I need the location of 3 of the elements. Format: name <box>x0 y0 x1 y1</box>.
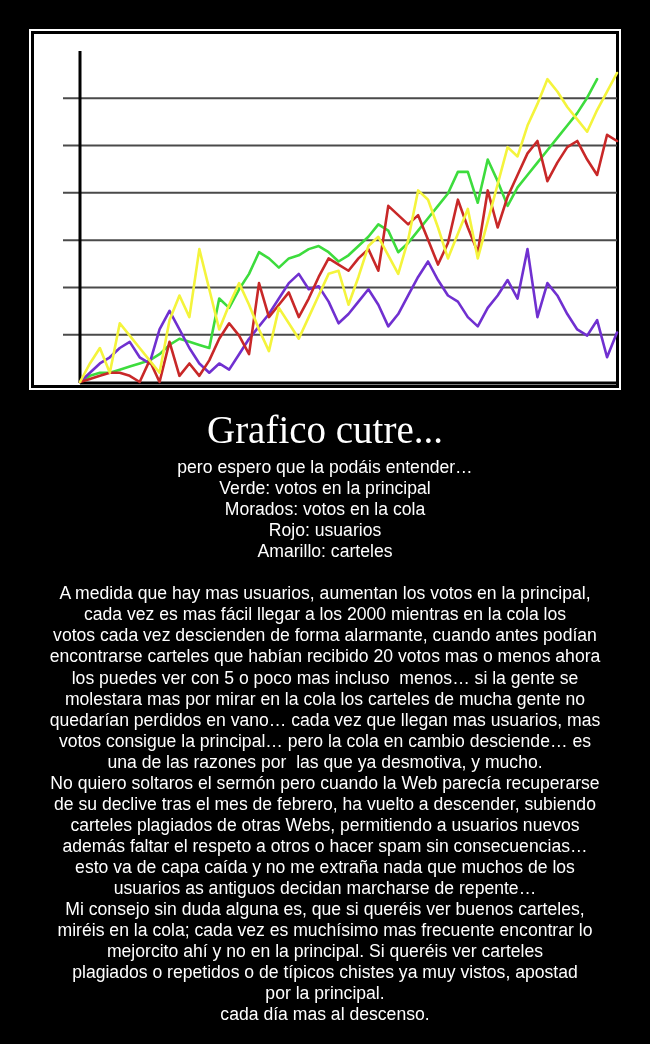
text: A medida que hay mas usuarios, aumentan los votos en la principal, cada vez es mas fácil llegar a los 2000 mientras en la cola los votos cada vez descienden de forma alarmante, cuando antes podían encontrarse carteles que habían recibido 20 votos mas o menos ahora los puedes ver con 5 o poco mas incluso menos… si la gente se molestara mas por mirar en la cola los carteles de mucha gente no quedarían perdidos en vano… cada vez que llegan mas usuarios, mas votos consigue la principal… pero la cola en cambio desciende… es una de las razones por las que ya desmotiva, y mucho. No quiero soltaros el sermón pero cuando la Web parecía recuperarse de su declive tras el mes de febrero, ha vuelto a descender, subiendo carteles plagiados de otras Webs, permitiendo a usuarios nuevos además faltar el respeto a otros o hacer spam sin consecuencias… esto va de capa caída y no me extraña nada que muchos de los usuarios as antiguos decidan marcharse de repente… Mi consejo sin duda alguna es, que si queréis ver buenos carteles, miréis en la cola; cada vez es muchísimo mas frecuente encontrar lo mejorcito ahí y no en la principal. Si queréis ver carteles plagiados o repetidos o de típicos chistes ya muy vistos, apostad por la principal. cada día mas al descenso. <box>49 583 601 1025</box>
text: pero espero que la podáis entender… Verde: votos en la principal Morados: votos en la cola Rojo: usuarios Amarillo: carteles <box>177 457 473 562</box>
text: Grafico cutre... <box>206 408 444 451</box>
